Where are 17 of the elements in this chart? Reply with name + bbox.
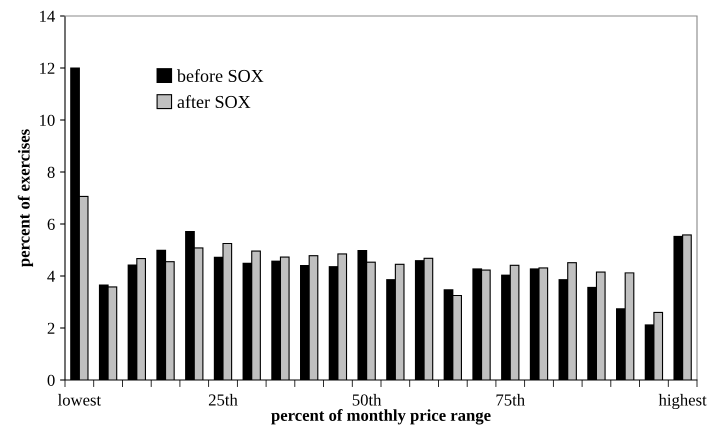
x-axis-title: percent of monthly price range xyxy=(271,409,491,424)
y-axis-title: percent of exercises xyxy=(18,129,34,267)
x-tick-label: 50th xyxy=(352,394,382,406)
x-tick-label: lowest xyxy=(58,394,102,406)
y-tick-label: 8 xyxy=(48,166,55,178)
y-tick-label: 2 xyxy=(48,322,54,334)
y-tick-label: 12 xyxy=(40,62,54,74)
legend-label: after SOX xyxy=(178,95,250,108)
y-tick-label: 0 xyxy=(48,374,55,386)
y-tick-label: 4 xyxy=(47,270,56,282)
y-tick-label: 6 xyxy=(48,218,55,230)
y-tick-label: 14 xyxy=(40,10,56,22)
legend-label: before SOX xyxy=(176,69,264,82)
x-tick-label: 75th xyxy=(496,394,525,406)
x-tick-label: highest xyxy=(658,394,707,410)
x-tick-label: 25th xyxy=(208,394,238,406)
y-tick-label: 10 xyxy=(40,114,55,126)
